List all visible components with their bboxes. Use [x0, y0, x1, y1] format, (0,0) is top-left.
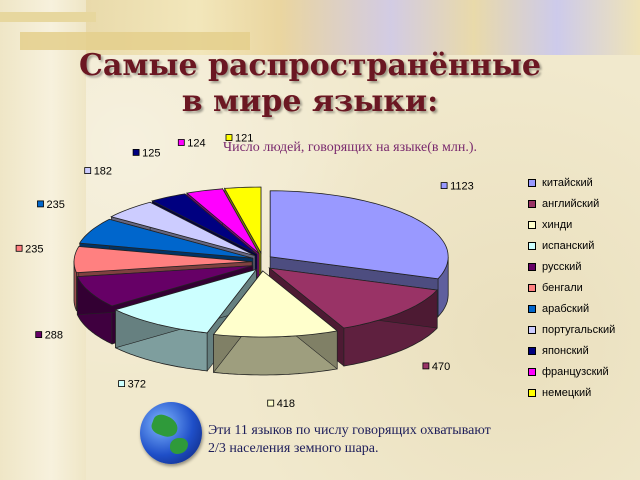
title-line-2: в мире языки: — [181, 84, 439, 119]
data-label-swatch-9 — [132, 148, 140, 156]
legend-item-10: французский — [528, 361, 638, 382]
pie-slice-5 — [76, 265, 253, 307]
legend-item-1: китайский — [528, 172, 638, 193]
legend-item-9: японский — [528, 340, 638, 361]
left-decor-strip — [0, 0, 86, 480]
pie-slice-11 — [223, 186, 262, 255]
data-label-swatch-7 — [37, 200, 44, 208]
summary-line-2: 2/3 населения земного шара. — [208, 441, 379, 456]
data-label-swatch-8 — [84, 167, 92, 175]
legend-swatch-10 — [528, 367, 536, 376]
data-label-value-10: 124 — [187, 138, 205, 150]
data-label-value-7: 235 — [47, 199, 65, 211]
data-label-value-4: 372 — [128, 379, 146, 391]
data-label-swatch-10 — [177, 139, 185, 146]
legend-item-6: бенгали — [528, 277, 638, 298]
legend-item-3: хинди — [528, 214, 638, 235]
legend-label-1: китайский — [542, 176, 593, 189]
decor-bar-mid — [20, 32, 250, 50]
legend-item-8: португальский — [528, 319, 638, 340]
pie-slice-4 — [114, 268, 258, 334]
legend-item-7: арабский — [528, 298, 638, 319]
pie-slice-7 — [79, 218, 254, 259]
summary-line-1: Эти 11 языков по числу говорящих охватыв… — [208, 423, 491, 438]
data-label-1: 1123 — [440, 181, 474, 193]
legend-item-11: немецкий — [528, 382, 638, 403]
data-label-swatch-6 — [15, 244, 23, 252]
data-label-7: 235 — [37, 199, 65, 211]
pie-slice-8 — [110, 201, 256, 256]
data-label-8: 182 — [84, 166, 112, 178]
legend-label-11: немецкий — [542, 386, 592, 399]
legend-swatch-8 — [528, 325, 536, 334]
data-label-value-9: 125 — [142, 147, 160, 159]
pie-slice-9 — [151, 193, 258, 255]
pie-slice-6 — [73, 246, 253, 274]
legend-swatch-1 — [528, 178, 536, 187]
data-label-2: 470 — [422, 361, 450, 373]
data-label-value-5: 288 — [45, 330, 63, 342]
data-label-value-8: 182 — [94, 166, 112, 178]
legend-label-4: испанский — [542, 239, 595, 252]
legend-swatch-7 — [528, 304, 536, 313]
legend-label-9: японский — [542, 344, 589, 357]
data-label-3: 418 — [267, 398, 295, 410]
legend-label-10: французский — [542, 365, 609, 378]
data-label-swatch-1 — [440, 182, 448, 190]
legend-swatch-2 — [528, 199, 536, 208]
legend-label-5: русский — [542, 260, 582, 273]
chart-subtitle: Число людей, говорящих на языке(в млн.). — [223, 140, 477, 155]
decor-bar-top — [0, 12, 96, 22]
data-label-swatch-2 — [422, 362, 430, 370]
legend-swatch-3 — [528, 220, 536, 229]
legend-item-5: русский — [528, 256, 638, 277]
data-label-4: 372 — [118, 379, 146, 391]
data-label-swatch-5 — [35, 331, 43, 339]
pie-slice-2 — [268, 267, 439, 329]
legend-label-6: бенгали — [542, 281, 583, 294]
data-label-9: 125 — [132, 147, 160, 159]
data-label-value-2: 470 — [432, 361, 450, 373]
legend-swatch-4 — [528, 241, 536, 250]
legend-swatch-11 — [528, 388, 536, 397]
globe-icon — [140, 402, 202, 464]
data-label-5: 288 — [35, 330, 63, 342]
legend-label-2: английский — [542, 197, 600, 210]
data-label-value-6: 235 — [25, 243, 43, 255]
legend-item-4: испанский — [528, 235, 638, 256]
pie-slice-3 — [212, 270, 339, 338]
data-label-value-1: 1123 — [450, 181, 474, 193]
legend-swatch-5 — [528, 262, 536, 271]
legend-label-3: хинди — [542, 218, 573, 231]
data-label-6: 235 — [15, 243, 43, 255]
slide-title: Самые распространённые в мире языки: — [60, 48, 560, 120]
summary-note: Эти 11 языков по числу говорящих охватыв… — [208, 422, 548, 458]
data-label-value-11: 121 — [235, 133, 253, 145]
data-label-swatch-4 — [118, 380, 125, 388]
legend-label-8: португальский — [542, 323, 616, 336]
data-label-swatch-11 — [225, 134, 233, 142]
legend-swatch-9 — [528, 346, 536, 355]
data-label-10: 124 — [177, 138, 206, 150]
title-line-1: Самые распространённые — [79, 48, 541, 83]
chart-legend: китайский английский хинди испанский русский… — [528, 172, 638, 403]
pie-slice-1 — [269, 190, 449, 280]
legend-label-7: арабский — [542, 302, 590, 315]
data-label-swatch-3 — [267, 399, 275, 407]
legend-swatch-6 — [528, 283, 536, 292]
data-label-11: 121 — [225, 133, 253, 145]
pie-slice-10 — [185, 188, 260, 254]
legend-item-2: английский — [528, 193, 638, 214]
data-label-value-3: 418 — [277, 398, 295, 410]
